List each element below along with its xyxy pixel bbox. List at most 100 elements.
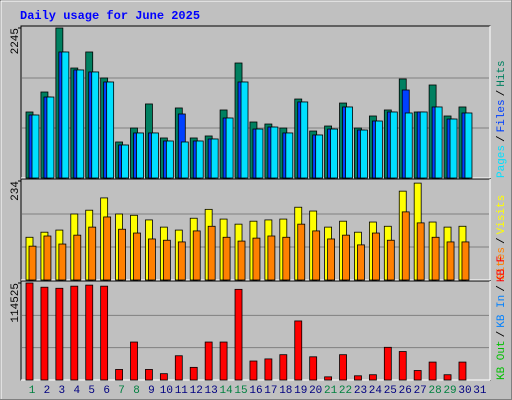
legend: Pages / Files / Hits [496,60,508,178]
x-tick-label: 15 [234,385,247,397]
bar [324,376,333,381]
x-tick-label: 2 [44,385,51,397]
legend-item: KB F [496,256,508,282]
bar [264,358,273,381]
bar [88,226,97,281]
bar [431,236,440,281]
bar [389,111,398,179]
bar [25,282,34,381]
legend: Sites / Visits [496,195,508,280]
bar [309,356,318,381]
bar [374,120,383,179]
x-tick-label: 18 [279,385,292,397]
bar [416,222,425,281]
x-tick-label: 1 [29,385,36,397]
bar [383,346,392,381]
x-tick-label: 29 [443,385,456,397]
bar [255,128,264,179]
bar [100,285,109,381]
bar [207,225,216,281]
bar [345,106,353,179]
bar [449,118,458,179]
bar [165,140,174,179]
bar [315,134,324,179]
bar [330,128,339,179]
x-tick-label: 21 [324,385,338,397]
bar [177,241,186,281]
bar [339,354,347,381]
bar [464,112,473,179]
legend-separator: / [496,331,508,338]
bar [180,141,189,179]
chart-title: Daily usage for June 2025 [20,9,200,23]
bar [327,238,336,281]
x-tick-label: 11 [175,385,189,397]
bar [252,237,261,281]
x-tick-label: 23 [354,385,367,397]
bar [174,355,183,381]
legend-item: Pages [496,145,508,178]
bar [46,96,55,179]
bar [404,112,413,179]
bar [91,71,100,179]
x-tick-label: 9 [148,385,155,397]
y-tick-label: 114525 [10,283,22,323]
bar [419,111,428,179]
bar [371,232,380,281]
bar [357,244,365,281]
bar [360,129,368,179]
x-tick-label: 16 [249,385,262,397]
legend: KB Out / KB In / KB F [496,256,508,380]
bar [136,132,144,179]
bar [118,228,126,281]
bar [342,234,350,281]
x-tick-label: 4 [73,385,80,397]
x-tick-label: 27 [414,385,427,397]
bar [204,341,213,381]
legend-item: Sites [496,247,508,280]
bar [195,140,204,179]
bar [312,230,321,281]
bar [115,369,123,381]
x-tick-label: 25 [384,385,397,397]
legend-item: Hits [496,60,508,86]
bar [234,288,243,381]
bar [76,69,85,179]
bar [61,51,70,179]
bar [85,284,94,381]
bar [285,132,294,179]
bar [386,239,395,281]
x-tick-label: 5 [88,385,95,397]
bar [225,117,234,179]
legend-separator: / [496,237,508,244]
x-tick-label: 20 [309,385,322,397]
x-tick-label: 13 [205,385,218,397]
bar [58,243,67,281]
x-tick-label: 3 [59,385,66,397]
bar [159,373,168,381]
bar [461,241,470,281]
x-tick-label: 14 [219,385,233,397]
x-tick-label: 17 [264,385,277,397]
bar [55,287,64,381]
bar [300,101,309,179]
x-tick-label: 26 [399,385,412,397]
x-tick-label: 7 [118,385,125,397]
bar [106,81,115,179]
bar [43,235,52,281]
x-tick-label: 24 [369,385,383,397]
bar [282,236,291,281]
bar [249,360,258,381]
x-tick-label: 22 [339,385,352,397]
bar [133,232,141,281]
bar [70,285,79,381]
bar [222,236,231,281]
x-tick-label: 12 [190,385,203,397]
legend-item: Files [496,99,508,132]
bar [192,230,201,281]
bar [458,361,467,381]
legend-separator: / [496,135,508,142]
bar [267,235,276,281]
bar [145,369,153,381]
